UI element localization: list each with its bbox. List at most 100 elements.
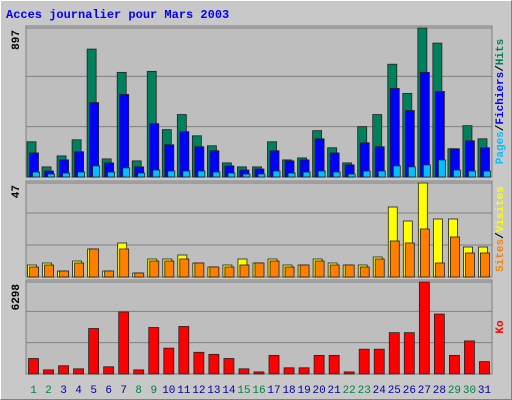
bar bbox=[29, 266, 39, 278]
bar bbox=[118, 311, 130, 375]
bar bbox=[479, 361, 490, 375]
bar bbox=[389, 88, 400, 178]
bar bbox=[302, 171, 311, 178]
x-tick-label: 16 bbox=[252, 385, 265, 397]
bar bbox=[464, 340, 475, 375]
bar bbox=[404, 242, 415, 278]
bar bbox=[193, 351, 205, 375]
bar bbox=[209, 266, 220, 278]
x-tick-label: 15 bbox=[237, 385, 250, 397]
x-tick-label: 24 bbox=[373, 385, 387, 397]
x-tick-label: 4 bbox=[75, 385, 82, 397]
bar bbox=[182, 170, 191, 178]
bar bbox=[287, 172, 296, 178]
bar bbox=[88, 328, 100, 375]
x-tick-label: 1 bbox=[30, 385, 37, 397]
bar bbox=[317, 170, 326, 178]
x-tick-label: 2 bbox=[45, 385, 52, 397]
bar bbox=[419, 71, 430, 178]
bar bbox=[299, 264, 310, 278]
bar bbox=[224, 266, 235, 278]
bar bbox=[179, 258, 190, 278]
bar bbox=[122, 167, 131, 178]
x-tick-label: 9 bbox=[150, 385, 157, 397]
bar bbox=[74, 262, 84, 278]
bar bbox=[73, 368, 84, 375]
bar bbox=[433, 313, 445, 375]
bar bbox=[419, 228, 430, 278]
bar bbox=[313, 354, 325, 375]
bar bbox=[269, 260, 280, 278]
bar bbox=[332, 171, 341, 178]
bar bbox=[377, 170, 386, 178]
bar bbox=[283, 367, 295, 375]
bar bbox=[343, 371, 355, 375]
x-tick-label: 13 bbox=[207, 385, 220, 397]
bar bbox=[149, 123, 160, 178]
bar bbox=[208, 353, 220, 375]
bar bbox=[347, 173, 356, 178]
bar bbox=[197, 170, 206, 178]
x-tick-label: 7 bbox=[120, 385, 127, 397]
bar bbox=[28, 358, 39, 375]
bar bbox=[268, 354, 280, 375]
bar bbox=[152, 169, 161, 178]
bar bbox=[238, 368, 250, 375]
bar bbox=[450, 236, 460, 278]
legend-entry: Pages bbox=[495, 131, 507, 164]
bar bbox=[328, 354, 340, 375]
x-tick-label: 20 bbox=[313, 385, 326, 397]
bar bbox=[137, 172, 146, 178]
bar bbox=[388, 332, 400, 375]
bar bbox=[242, 173, 251, 178]
x-tick-label: 14 bbox=[222, 385, 236, 397]
y-tick-label: 897 bbox=[11, 30, 23, 50]
x-tick-label: 27 bbox=[418, 385, 431, 397]
x-tick-label: 29 bbox=[448, 385, 461, 397]
legend-entry: Ko bbox=[495, 320, 507, 334]
bar bbox=[58, 365, 69, 375]
bar bbox=[59, 270, 69, 278]
bar bbox=[468, 170, 476, 178]
x-tick-label: 23 bbox=[358, 385, 371, 397]
bar bbox=[403, 332, 415, 375]
bar bbox=[239, 264, 250, 278]
bar bbox=[47, 173, 55, 178]
legend-separator: / bbox=[495, 232, 507, 239]
bar bbox=[62, 172, 70, 178]
legend: Ko bbox=[495, 320, 507, 334]
bar bbox=[43, 369, 54, 375]
bar bbox=[483, 170, 491, 178]
x-tick-label: 5 bbox=[90, 385, 97, 397]
bar bbox=[148, 327, 160, 375]
bar bbox=[44, 264, 54, 278]
bar bbox=[373, 348, 385, 375]
x-tick-label: 18 bbox=[282, 385, 295, 397]
bar bbox=[358, 348, 370, 375]
bar bbox=[89, 248, 100, 278]
bar bbox=[119, 248, 130, 278]
x-tick-label: 21 bbox=[328, 385, 342, 397]
bar bbox=[465, 252, 475, 278]
legend-separator: / bbox=[495, 124, 507, 131]
bar bbox=[422, 164, 431, 178]
bar bbox=[449, 354, 460, 375]
bar bbox=[223, 358, 235, 375]
x-tick-label: 10 bbox=[162, 385, 175, 397]
bar bbox=[254, 262, 265, 278]
bar bbox=[272, 170, 281, 178]
x-tick-label: 26 bbox=[403, 385, 416, 397]
x-tick-label: 22 bbox=[343, 385, 356, 397]
legend-entry: Fichiers bbox=[495, 72, 507, 125]
x-tick-label: 12 bbox=[192, 385, 205, 397]
legend-entry: Sites bbox=[495, 239, 507, 272]
x-tick-label: 19 bbox=[297, 385, 310, 397]
legend: Sites/Visites bbox=[495, 186, 507, 272]
x-tick-label: 25 bbox=[388, 385, 401, 397]
y-tick-label: 6298 bbox=[11, 284, 23, 311]
bar bbox=[104, 270, 115, 278]
bar bbox=[392, 165, 401, 178]
bar bbox=[284, 266, 295, 278]
legend-entry: Visites bbox=[495, 186, 507, 232]
